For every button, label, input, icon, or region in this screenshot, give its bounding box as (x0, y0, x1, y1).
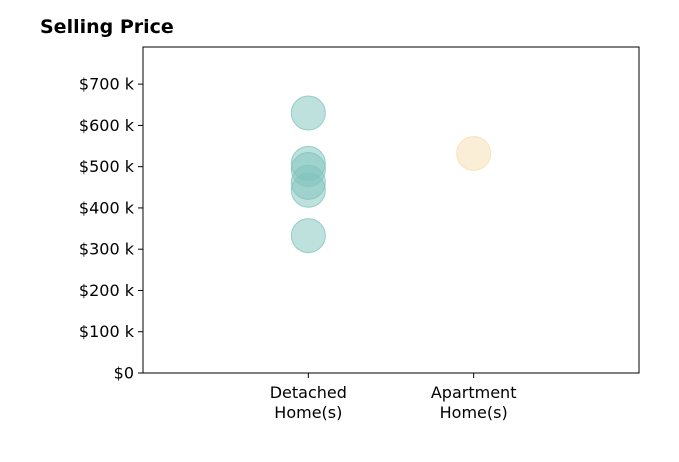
data-point (290, 95, 326, 131)
y-tick-label: $0 (114, 364, 134, 383)
plot-frame (142, 46, 640, 374)
x-tick-label: Detached Home(s) (270, 383, 347, 422)
x-tick-label: Apartment Home(s) (431, 383, 517, 422)
x-axis: Detached Home(s) Apartment Home(s) (270, 373, 517, 422)
data-point (290, 172, 326, 208)
y-tick-label: $300 k (79, 240, 135, 259)
y-tick-label: $700 k (79, 75, 135, 94)
y-tick-label: $500 k (79, 157, 135, 176)
y-tick-label: $200 k (79, 281, 135, 300)
y-tick-label: $400 k (79, 198, 135, 217)
chart-title: Selling Price (40, 16, 174, 38)
y-tick-label: $100 k (79, 322, 135, 341)
data-point (290, 218, 326, 254)
data-point (456, 135, 492, 171)
y-axis: $0 $100 k $200 k $300 k $400 k $500 k $600 k $7… (79, 75, 143, 383)
points-layer (290, 95, 492, 254)
y-tick-label: $600 k (79, 116, 135, 135)
